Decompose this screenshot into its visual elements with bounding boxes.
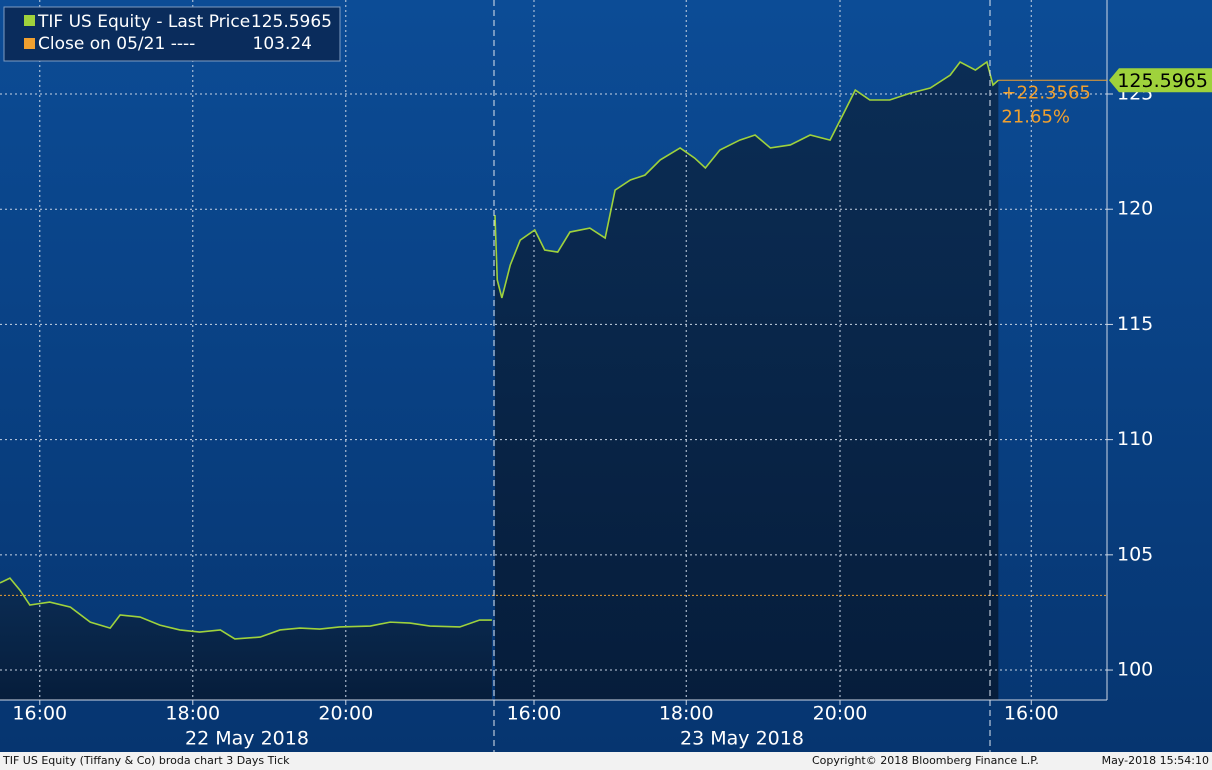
x-tick-label: 20:00 [318, 703, 373, 725]
area [0, 578, 492, 700]
y-tick-label: 110 [1117, 428, 1153, 450]
last-price-label: 125.5965 [1117, 70, 1208, 92]
x-tick-label: 16:00 [12, 703, 67, 725]
footer-text: Copyright© 2018 Bloomberg Finance L.P. [812, 754, 1039, 767]
legend-swatch [24, 15, 35, 26]
x-tick-label: 18:00 [165, 703, 220, 725]
legend-swatch [24, 38, 35, 49]
x-tick-label: 18:00 [659, 703, 714, 725]
price-line [494, 60, 999, 299]
day-label: 22 May 2018 [185, 728, 309, 750]
y-tick-label: 100 [1117, 659, 1153, 681]
footer-text: TIF US Equity (Tiffany & Co) broda chart… [2, 754, 290, 767]
y-tick-label: 105 [1117, 543, 1153, 565]
price-line [0, 577, 492, 640]
x-tick-label: 16:00 [507, 703, 562, 725]
legend-value: 103.24 [253, 34, 312, 54]
day-label: 23 May 2018 [680, 728, 804, 750]
y-tick-label: 120 [1117, 198, 1153, 220]
x-tick-label: 20:00 [813, 703, 868, 725]
y-tick-label: 115 [1117, 313, 1153, 335]
legend-value: 125.5965 [251, 12, 332, 32]
legend: TIF US Equity - Last Price 125.5965 Clos… [3, 6, 341, 62]
area [494, 61, 999, 700]
footer-bar [0, 752, 1212, 770]
x-tick-label: 16:00 [1004, 703, 1059, 725]
legend-box [3, 6, 341, 62]
legend-label: Close on 05/21 ---- [38, 34, 195, 54]
last-price-tag [1109, 68, 1212, 93]
footer-text: May-2018 15:54:10 [1102, 754, 1209, 767]
legend-label: TIF US Equity - Last Price [37, 12, 250, 32]
change-label: +22.3565 [1001, 82, 1091, 103]
change-label: 21.65% [1001, 106, 1070, 127]
